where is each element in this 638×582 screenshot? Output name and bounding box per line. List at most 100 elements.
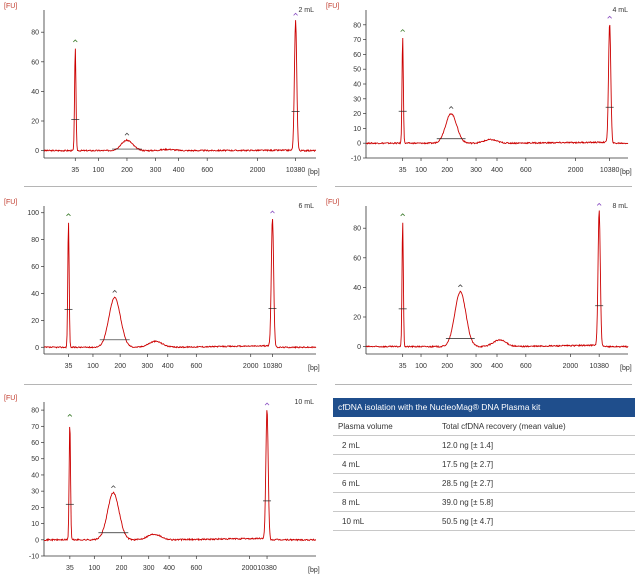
x-tick-label: 400 xyxy=(491,167,503,174)
cell-volume: 4 mL xyxy=(333,454,437,474)
table-title: cfDNA isolation with the NucleoMag® DNA … xyxy=(333,398,635,417)
y-tick-label: 20 xyxy=(31,119,39,126)
x-tick-label: 200 xyxy=(116,565,128,572)
y-tick-label: 40 xyxy=(353,285,361,292)
peak-annotation-icon xyxy=(264,402,270,406)
header-total-recovery: Total cfDNA recovery (mean value) xyxy=(437,417,635,436)
y-tick-label: 80 xyxy=(31,237,39,244)
y-tick-label: 0 xyxy=(35,345,39,352)
volume-label: 10 mL xyxy=(295,399,315,406)
y-tick-label: 30 xyxy=(353,96,361,103)
x-tick-label: 300 xyxy=(470,363,482,370)
x-tick-label: 300 xyxy=(150,167,162,174)
y-tick-label: 80 xyxy=(31,30,39,37)
y-tick-label: 60 xyxy=(353,52,361,59)
y-axis-label: [FU] xyxy=(326,3,339,10)
y-tick-label: 80 xyxy=(31,408,39,415)
y-tick-label: 30 xyxy=(31,489,39,496)
peak-annotation-icon xyxy=(67,413,73,417)
x-tick-label: 600 xyxy=(201,167,213,174)
y-tick-label: 20 xyxy=(31,505,39,512)
x-tick-label: 200 xyxy=(114,363,126,370)
trace-line xyxy=(43,218,317,349)
x-tick-label: 100 xyxy=(415,363,427,370)
y-tick-label: 0 xyxy=(357,141,361,148)
volume-label: 4 mL xyxy=(612,7,628,14)
y-tick-label: 20 xyxy=(353,111,361,118)
x-tick-label: 100 xyxy=(415,167,427,174)
trace-line xyxy=(43,410,317,542)
x-tick-label: 2000 xyxy=(568,167,584,174)
electropherogram-4ml: -10 0 10 20 30 40 50 60 70 80 35 100 200 300 400 600 200… xyxy=(322,0,638,185)
y-tick-label: 0 xyxy=(35,148,39,155)
x-tick-label: 10380 xyxy=(286,167,306,174)
electropherogram-6ml: 0 20 40 60 80 100 35 100 200 300 400 600 2000 10380 [F… xyxy=(0,196,330,381)
separator-left-1 xyxy=(24,186,317,187)
peak-annotation-icon xyxy=(111,485,116,489)
y-axis-label: [FU] xyxy=(326,199,339,206)
x-tick-label: 300 xyxy=(142,363,154,370)
x-axis-label: [bp] xyxy=(620,365,632,372)
table-header-row: Plasma volume Total cfDNA recovery (mean… xyxy=(333,417,635,436)
electropherogram-10ml: -10 0 10 20 30 40 50 60 70 80 35 100 200 300 400 600 200… xyxy=(0,392,330,582)
x-tick-label: 600 xyxy=(190,363,202,370)
x-tick-label: 35 xyxy=(66,565,74,572)
table-row: 8 mL 39.0 ng [± 5.8] xyxy=(333,492,635,512)
trace-line xyxy=(43,20,317,153)
y-tick-label: 50 xyxy=(31,456,39,463)
x-tick-label: 100 xyxy=(93,167,105,174)
x-tick-label: 10380 xyxy=(600,167,620,174)
x-tick-label: 10380 xyxy=(589,363,609,370)
volume-label: 8 mL xyxy=(612,203,628,210)
peak-annotation-icon xyxy=(607,15,612,19)
header-plasma-volume: Plasma volume xyxy=(333,417,437,436)
y-tick-label: 60 xyxy=(31,59,39,66)
x-tick-label: 600 xyxy=(520,363,532,370)
y-tick-label: 40 xyxy=(353,82,361,89)
x-tick-label: 35 xyxy=(399,167,407,174)
x-axis-label: [bp] xyxy=(308,169,320,176)
cell-recovery: 39.0 ng [± 5.8] xyxy=(437,492,635,512)
peak-annotation-icon xyxy=(66,213,71,217)
x-axis-label: [bp] xyxy=(308,567,320,574)
y-axis-label: [FU] xyxy=(4,395,17,402)
y-tick-label: -10 xyxy=(351,156,361,163)
y-tick-label: 60 xyxy=(353,255,361,262)
x-tick-label: 2000 xyxy=(242,565,258,572)
cell-recovery: 28.5 ng [± 2.7] xyxy=(437,473,635,493)
y-tick-label: -10 xyxy=(29,554,39,561)
x-tick-label: 200 xyxy=(441,363,453,370)
x-tick-label: 35 xyxy=(71,167,79,174)
cell-volume: 8 mL xyxy=(333,492,437,512)
separator-right-2 xyxy=(335,384,632,385)
x-tick-label: 10380 xyxy=(257,565,277,572)
x-tick-label: 400 xyxy=(162,363,174,370)
peak-annotation-icon xyxy=(293,12,298,16)
cell-volume: 2 mL xyxy=(333,435,437,455)
electropherogram-2ml: 0 20 40 60 80 35 100 200 300 400 600 2000 10380 [FU] [… xyxy=(0,0,330,185)
x-tick-label: 100 xyxy=(88,565,100,572)
x-tick-label: 35 xyxy=(65,363,73,370)
y-tick-label: 40 xyxy=(31,291,39,298)
y-axis-label: [FU] xyxy=(4,199,17,206)
table-row: 4 mL 17.5 ng [± 2.7] xyxy=(333,454,635,474)
cell-volume: 6 mL xyxy=(333,473,437,493)
x-tick-label: 400 xyxy=(491,363,503,370)
x-tick-label: 2000 xyxy=(563,363,579,370)
peak-annotation-icon xyxy=(596,202,602,206)
trace-line xyxy=(365,210,629,349)
y-tick-label: 50 xyxy=(353,67,361,74)
electropherogram-8ml: 0 20 40 60 80 35 100 200 300 400 600 2000 10380 [FU] [… xyxy=(322,196,638,381)
x-axis-label: [bp] xyxy=(308,365,320,372)
x-tick-label: 100 xyxy=(87,363,99,370)
y-tick-label: 20 xyxy=(353,315,361,322)
volume-label: 6 mL xyxy=(298,203,314,210)
y-tick-label: 70 xyxy=(353,37,361,44)
x-tick-label: 35 xyxy=(399,363,407,370)
y-tick-label: 80 xyxy=(353,22,361,29)
peak-annotation-icon xyxy=(400,213,405,217)
recovery-data-table: Plasma volume Total cfDNA recovery (mean… xyxy=(333,417,635,531)
peak-annotation-icon xyxy=(124,132,130,136)
peak-annotation-icon xyxy=(400,29,405,32)
peak-annotation-icon xyxy=(458,284,463,288)
